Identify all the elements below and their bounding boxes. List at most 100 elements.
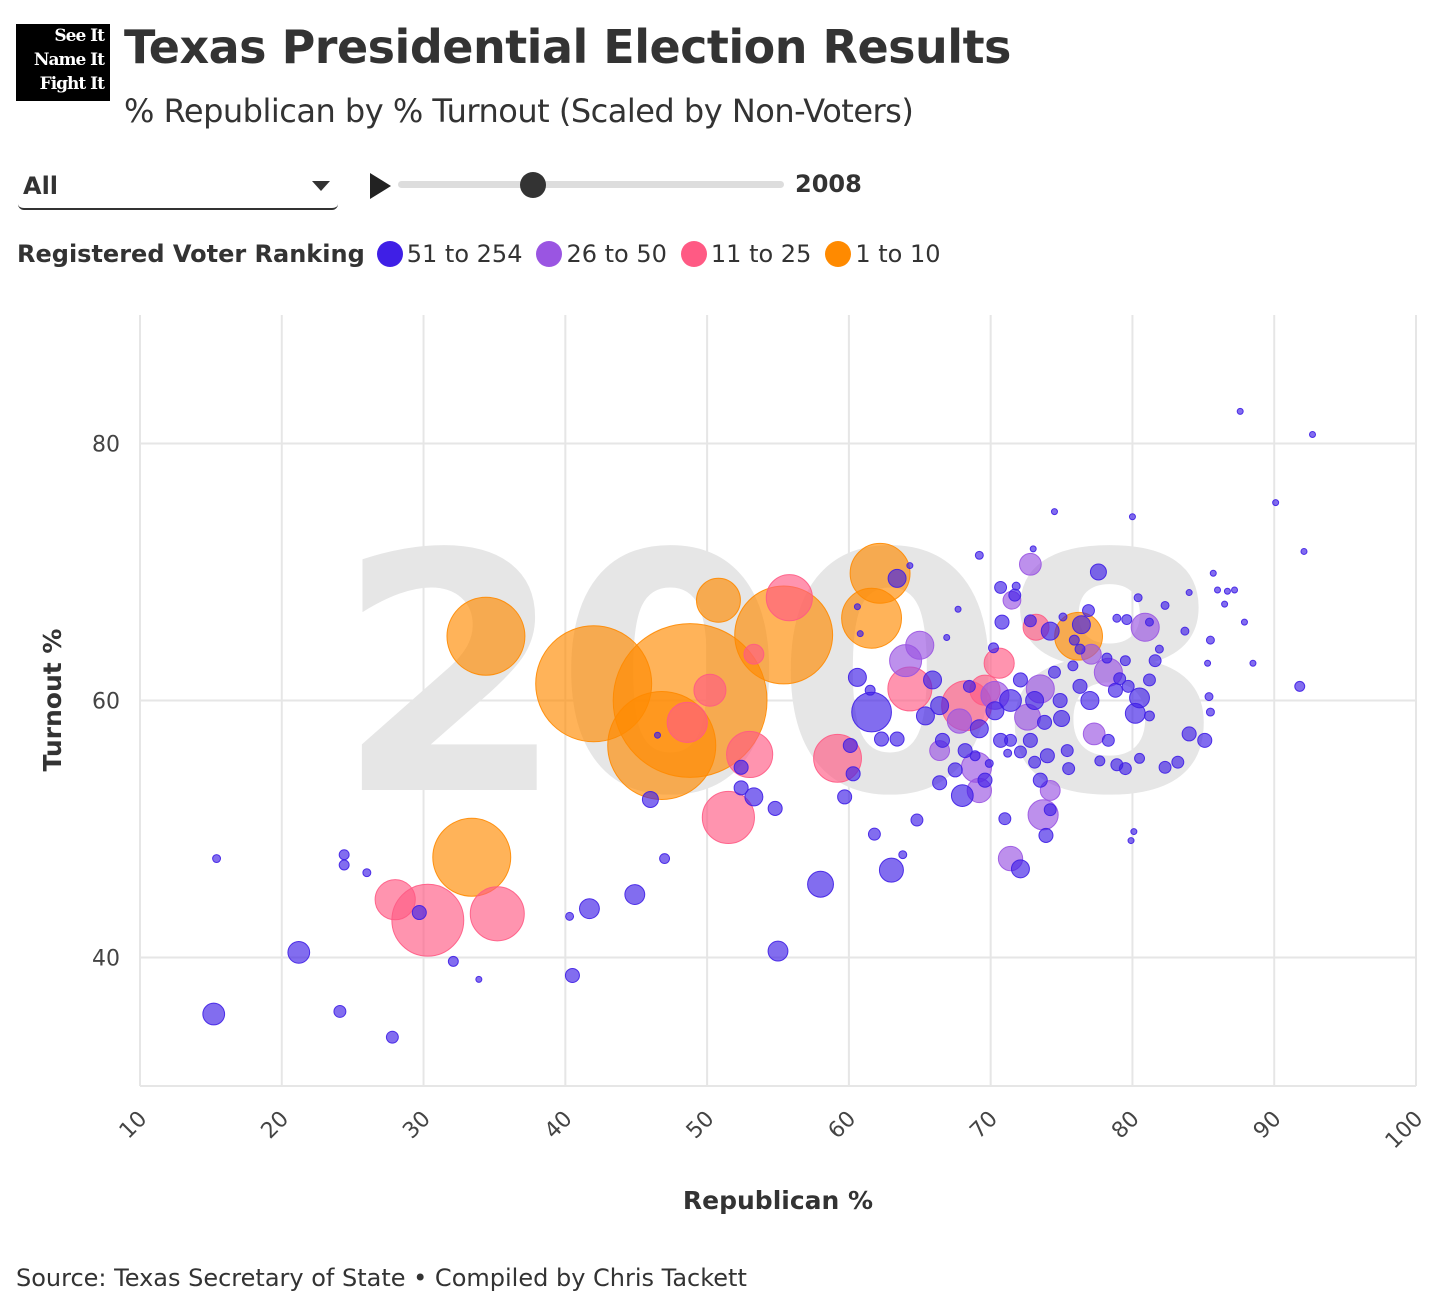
legend-item: 51 to 254: [376, 240, 522, 268]
data-point: [1048, 665, 1061, 679]
data-point: [1144, 617, 1154, 627]
data-point: [1101, 652, 1113, 664]
page-title: Texas Presidential Election Results: [124, 20, 1011, 74]
slider-thumb[interactable]: [520, 172, 547, 198]
page-subtitle: % Republican by % Turnout (Scaled by Non…: [124, 92, 914, 130]
data-point: [994, 580, 1008, 594]
data-point: [1071, 615, 1091, 635]
data-point: [1143, 710, 1155, 722]
data-point: [1032, 772, 1048, 788]
data-point: [1012, 672, 1028, 688]
legend-swatch: [680, 241, 707, 267]
data-point: [1025, 691, 1045, 710]
data-point: [446, 596, 526, 676]
data-point: [1129, 687, 1150, 709]
chevron-down-icon: [312, 181, 330, 191]
data-point: [1022, 732, 1038, 748]
data-point: [1309, 431, 1317, 439]
data-point: [333, 1005, 347, 1018]
dropdown-value: All: [23, 172, 59, 200]
data-point: [1008, 588, 1022, 602]
data-point: [1204, 659, 1212, 667]
data-point: [1127, 837, 1135, 845]
data-point: [1171, 755, 1185, 769]
data-point: [362, 868, 372, 878]
data-point: [1249, 659, 1257, 667]
data-point: [847, 667, 867, 687]
data-point: [974, 550, 984, 560]
year-slider[interactable]: [398, 172, 784, 198]
data-point: [841, 587, 903, 649]
data-point: [930, 696, 950, 716]
data-point: [1119, 655, 1131, 667]
data-point: [969, 750, 981, 762]
data-point: [1205, 635, 1215, 645]
legend-item: 26 to 50: [536, 240, 667, 268]
data-point: [733, 780, 749, 796]
data-point: [887, 568, 907, 588]
data-point: [475, 975, 483, 983]
data-point: [946, 708, 973, 734]
data-point: [1158, 760, 1172, 774]
data-point: [1294, 680, 1306, 692]
logo-line: See It: [54, 26, 105, 46]
data-point: [1003, 748, 1013, 758]
x-tick-label: 50: [682, 1107, 719, 1144]
data-point: [934, 732, 950, 748]
data-point: [1214, 586, 1222, 594]
data-point: [1062, 762, 1076, 776]
data-point: [999, 689, 1022, 712]
play-button[interactable]: [370, 173, 391, 199]
legend-title: Registered Voter Ranking: [17, 240, 365, 268]
data-point: [1107, 682, 1123, 698]
data-point: [947, 762, 963, 778]
data-point: [1010, 859, 1030, 879]
data-point: [726, 730, 774, 779]
data-point: [1272, 499, 1280, 507]
data-point: [873, 731, 890, 747]
data-point: [202, 1002, 226, 1026]
data-point: [659, 853, 671, 865]
legend-swatch: [825, 241, 852, 267]
data-point: [1101, 733, 1115, 747]
data-point: [1181, 726, 1197, 742]
legend-label: 11 to 25: [710, 240, 812, 268]
data-point: [1113, 672, 1127, 686]
data-point: [695, 577, 741, 623]
data-point: [1236, 407, 1244, 415]
data-point: [915, 706, 935, 726]
data-point: [985, 701, 1005, 721]
data-point: [983, 647, 1015, 679]
data-point: [867, 827, 881, 841]
data-point: [957, 743, 973, 759]
data-point: [1209, 569, 1217, 577]
data-point: [1058, 612, 1068, 622]
data-point: [1052, 692, 1068, 709]
data-point: [1038, 827, 1054, 843]
county-filter-dropdown[interactable]: All: [18, 166, 338, 210]
data-point: [864, 684, 876, 696]
data-point: [1121, 679, 1135, 693]
data-point: [447, 955, 459, 967]
data-point: [1023, 614, 1037, 628]
data-point: [910, 813, 924, 827]
data-point: [906, 562, 914, 570]
data-point: [1039, 748, 1055, 764]
data-point: [1130, 612, 1160, 642]
y-tick-label: 80: [92, 433, 120, 458]
data-point: [853, 603, 861, 611]
data-point: [432, 817, 512, 897]
data-point: [1180, 626, 1190, 636]
data-point: [962, 679, 976, 693]
data-point: [943, 634, 951, 642]
data-point: [851, 691, 892, 733]
data-point: [666, 701, 708, 743]
legend-label: 1 to 10: [855, 240, 941, 268]
x-tick-label: 70: [965, 1107, 1002, 1144]
data-point: [969, 719, 989, 739]
data-point: [1029, 545, 1037, 553]
x-tick-label: 20: [257, 1107, 294, 1144]
data-point: [212, 854, 222, 864]
data-point: [1082, 604, 1095, 618]
